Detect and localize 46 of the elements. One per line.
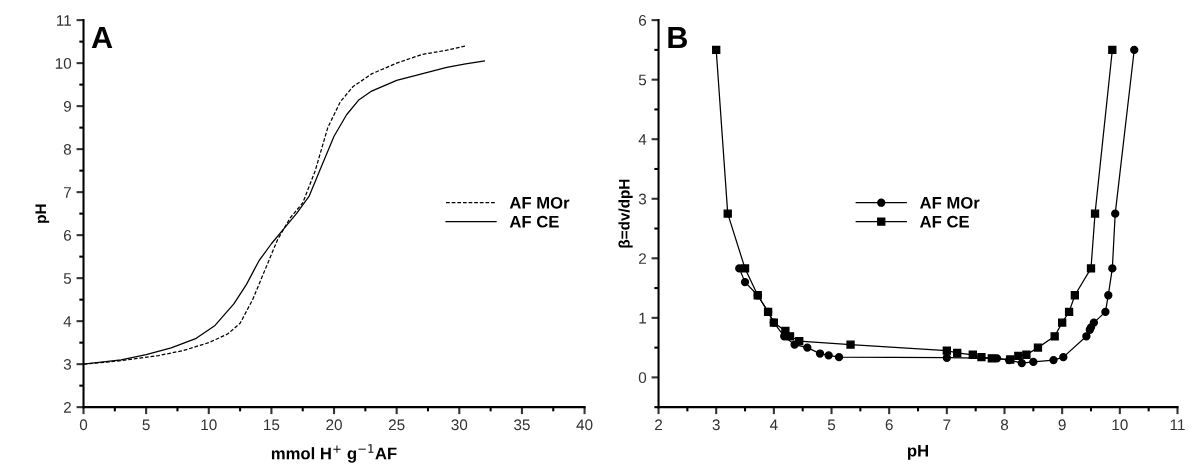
x-tick-label: 30 [451, 419, 468, 431]
y-tick-label: 3 [63, 359, 72, 370]
x-tick-label: 10 [201, 419, 217, 431]
x-tick-label: 6 [885, 419, 893, 431]
x-axis-title: mmol H$^{+}$ g$^{−1}$AF [271, 444, 397, 463]
y-tick-label: 7 [63, 187, 71, 198]
legend-label: AF CE [509, 215, 559, 228]
legend-label: AF MOr [920, 196, 980, 209]
x-tick-label: 40 [576, 419, 593, 431]
x-tick-label: 35 [514, 419, 530, 431]
y-tick-label: 11 [57, 15, 71, 26]
x-tick-label: 2 [655, 419, 663, 431]
x-tick-label: 11 [1170, 419, 1185, 431]
y-tick-label: 6 [63, 230, 72, 241]
legend-label: AF CE [920, 215, 969, 228]
y-tick-label: 1 [639, 312, 646, 324]
y-tick-label: 10 [55, 58, 72, 69]
y-tick-label: 9 [63, 101, 71, 112]
y-tick-label: 4 [638, 134, 647, 145]
y-tick-label: 0 [638, 372, 647, 384]
y-tick-label: 5 [63, 273, 72, 284]
x-tick-label: 4 [769, 419, 778, 431]
x-axis-title: pH [908, 444, 928, 460]
x-tick-label: 7 [943, 419, 951, 431]
y-axis-title: pH [35, 204, 50, 223]
y-tick-label: 8 [63, 144, 72, 155]
chart-title: A [91, 27, 113, 49]
x-tick-label: 20 [326, 419, 342, 431]
legend-label: AF MOr [509, 196, 570, 209]
x-tick-label: 5 [142, 419, 150, 431]
x-tick-label: 8 [1000, 419, 1009, 431]
x-tick-label: 3 [712, 419, 720, 431]
x-tick-label: 10 [1112, 419, 1128, 431]
x-tick-label: 9 [1058, 419, 1066, 431]
x-tick-label: 15 [264, 419, 280, 431]
chart-title: B [668, 27, 687, 49]
y-tick-label: 6 [639, 14, 647, 26]
x-tick-label: 0 [79, 419, 88, 431]
y-axis-title: β=dv/dpH [618, 179, 633, 248]
y-tick-label: 2 [63, 402, 71, 413]
y-tick-label: 3 [638, 193, 647, 205]
y-tick-label: 2 [639, 253, 646, 264]
x-tick-label: 25 [388, 419, 405, 431]
y-tick-label: 5 [638, 74, 647, 86]
y-tick-label: 4 [63, 316, 72, 327]
x-tick-label: 5 [827, 419, 836, 431]
